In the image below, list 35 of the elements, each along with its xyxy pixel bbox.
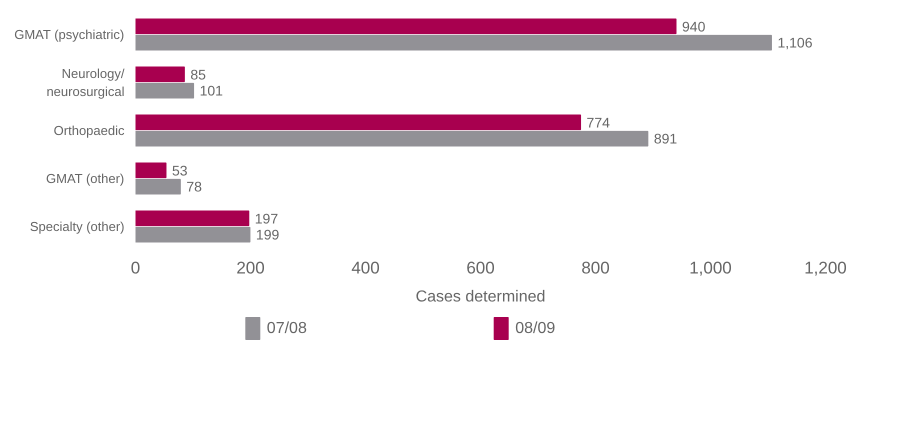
bar xyxy=(136,18,676,34)
y-tick-label: Neurology/ neurosurgical xyxy=(46,66,125,99)
bar xyxy=(136,210,250,226)
x-tick-label: 1,200 xyxy=(804,258,847,278)
bar xyxy=(136,34,772,51)
data-label: 891 xyxy=(654,130,678,147)
bar xyxy=(136,82,194,99)
y-tick-label: Orthopaedic xyxy=(54,123,125,138)
y-tick-label: Specialty (other) xyxy=(30,219,125,234)
x-axis-title: Cases determined xyxy=(416,288,546,306)
bar xyxy=(136,130,648,147)
bar xyxy=(136,114,582,130)
x-tick-label: 0 xyxy=(130,258,140,278)
data-label: 85 xyxy=(190,66,206,82)
y-tick-label: GMAT (other) xyxy=(46,171,124,186)
data-label: 940 xyxy=(682,18,706,34)
bar xyxy=(136,66,185,82)
bar xyxy=(136,162,166,178)
data-label: 1,106 xyxy=(777,34,813,51)
legend-label: 07/08 xyxy=(266,320,307,337)
data-label: 101 xyxy=(200,82,224,99)
x-tick-label: 800 xyxy=(581,258,610,278)
x-tick-label: 200 xyxy=(236,258,265,278)
bar xyxy=(136,226,250,243)
data-label: 53 xyxy=(172,162,188,178)
x-tick-label: 400 xyxy=(351,258,380,278)
data-label: 774 xyxy=(586,114,610,130)
x-tick-label: 1,000 xyxy=(689,258,732,278)
data-label: 197 xyxy=(254,210,278,226)
bar xyxy=(136,178,181,195)
x-tick-label: 600 xyxy=(466,258,495,278)
y-tick-label: GMAT (psychiatric) xyxy=(14,27,124,42)
data-label: 78 xyxy=(186,178,202,195)
legend-label: 08/09 xyxy=(515,320,556,337)
data-label: 199 xyxy=(256,226,280,243)
